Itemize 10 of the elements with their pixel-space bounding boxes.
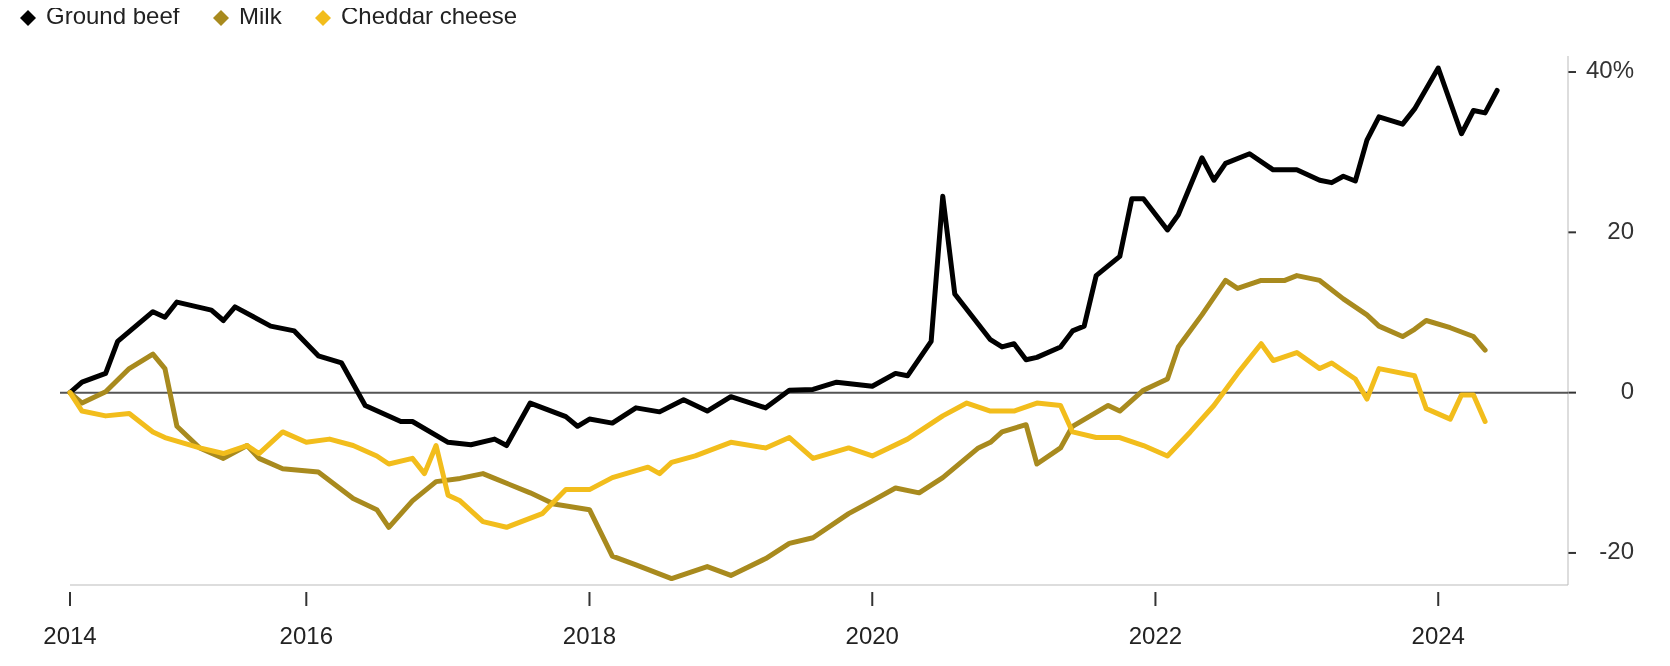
x-tick-label: 2014 <box>43 622 97 649</box>
y-tick-label: 40% <box>1585 56 1634 84</box>
y-tick-label: 0 <box>1620 376 1634 404</box>
y-tick-label: -20 <box>1599 537 1634 565</box>
x-tick-label: 2016 <box>279 622 333 649</box>
x-tick-label: 2024 <box>1411 622 1465 649</box>
x-tick-label: 2020 <box>845 622 899 649</box>
x-tick-label: 2022 <box>1128 622 1183 649</box>
x-tick-label: 2018 <box>562 622 617 649</box>
y-tick-label: 20 <box>1607 216 1634 244</box>
